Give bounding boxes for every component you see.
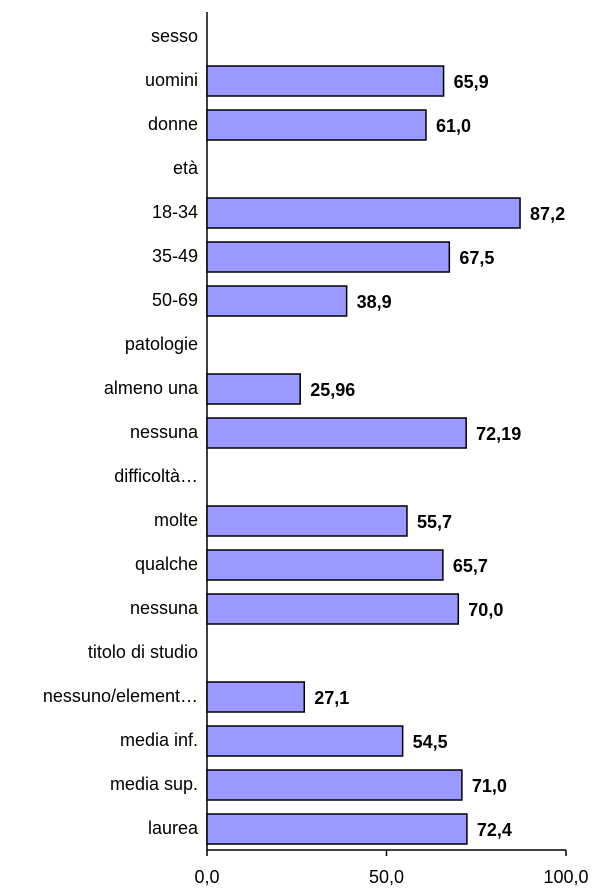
- value-label: 70,0: [468, 600, 503, 620]
- category-label: titolo di studio: [88, 642, 198, 662]
- bar: [206, 65, 445, 97]
- value-label: 87,2: [530, 204, 565, 224]
- bar: [206, 725, 404, 757]
- category-label: età: [173, 158, 199, 178]
- bar: [206, 417, 467, 449]
- bar: [206, 241, 451, 273]
- bar: [206, 549, 444, 581]
- bar: [206, 373, 301, 405]
- bar: [206, 285, 348, 317]
- category-label: 18-34: [152, 202, 198, 222]
- category-label: uomini: [145, 70, 198, 90]
- category-label: 35-49: [152, 246, 198, 266]
- x-tick-label: 100,0: [543, 867, 588, 887]
- x-tick-label: 0,0: [194, 867, 219, 887]
- category-label: nessuna: [130, 598, 199, 618]
- category-label: molte: [154, 510, 198, 530]
- bar: [206, 197, 521, 229]
- value-label: 38,9: [357, 292, 392, 312]
- value-label: 54,5: [413, 732, 448, 752]
- value-label: 27,1: [314, 688, 349, 708]
- category-label: almeno una: [104, 378, 199, 398]
- bar: [206, 769, 463, 801]
- value-label: 61,0: [436, 116, 471, 136]
- x-tick-label: 50,0: [369, 867, 404, 887]
- value-label: 65,7: [453, 556, 488, 576]
- bar: [206, 593, 460, 625]
- value-label: 67,5: [459, 248, 494, 268]
- category-label: 50-69: [152, 290, 198, 310]
- bar: [206, 681, 306, 713]
- category-label: donne: [148, 114, 198, 134]
- category-label: patologie: [125, 334, 198, 354]
- value-label: 65,9: [454, 72, 489, 92]
- category-label: media inf.: [120, 730, 198, 750]
- value-label: 72,19: [476, 424, 521, 444]
- category-label: nessuna: [130, 422, 199, 442]
- category-label: sesso: [151, 26, 198, 46]
- category-label: difficoltà…: [114, 466, 198, 486]
- category-label: media sup.: [110, 774, 198, 794]
- value-label: 72,4: [477, 820, 512, 840]
- category-label: qualche: [135, 554, 198, 574]
- category-label: nessuno/element…: [43, 686, 198, 706]
- bar: [206, 109, 427, 141]
- category-label: laurea: [148, 818, 199, 838]
- value-label: 25,96: [310, 380, 355, 400]
- value-label: 55,7: [417, 512, 452, 532]
- value-label: 71,0: [472, 776, 507, 796]
- bar: [206, 813, 468, 845]
- bar: [206, 505, 408, 537]
